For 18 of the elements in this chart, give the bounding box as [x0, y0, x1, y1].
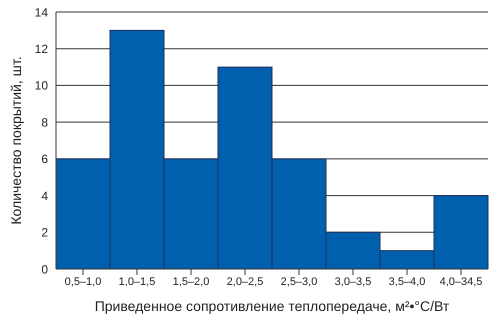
y-tick-label: 12 [34, 42, 48, 56]
x-tick-label: 4,0–34,5 [440, 276, 482, 288]
x-tick-label: 2,5–3,0 [280, 276, 318, 288]
y-axis-title: Количество покрытий, шт. [8, 56, 24, 225]
y-tick-label: 2 [41, 226, 48, 240]
x-tick-label: 3,5–4,0 [388, 276, 426, 288]
y-tick-label: 14 [34, 5, 48, 20]
x-axis-title: Приведенное сопротивление теплопередаче, м²•°С/Вт [94, 298, 450, 314]
y-tick-label: 10 [34, 78, 48, 93]
x-tick-label: 3,0–3,5 [334, 276, 372, 288]
y-tick-label: 0 [41, 262, 48, 276]
y-tick-label: 4 [41, 188, 48, 203]
x-tick-label: 2,0–2,5 [226, 276, 264, 288]
y-tick-label: 8 [41, 115, 48, 130]
x-tick-label: 1,5–2,0 [172, 276, 210, 288]
y-tick-label: 6 [41, 152, 48, 166]
x-tick-label: 1,0–1,5 [118, 276, 156, 288]
x-tick-label: 0,5–1,0 [64, 276, 102, 288]
